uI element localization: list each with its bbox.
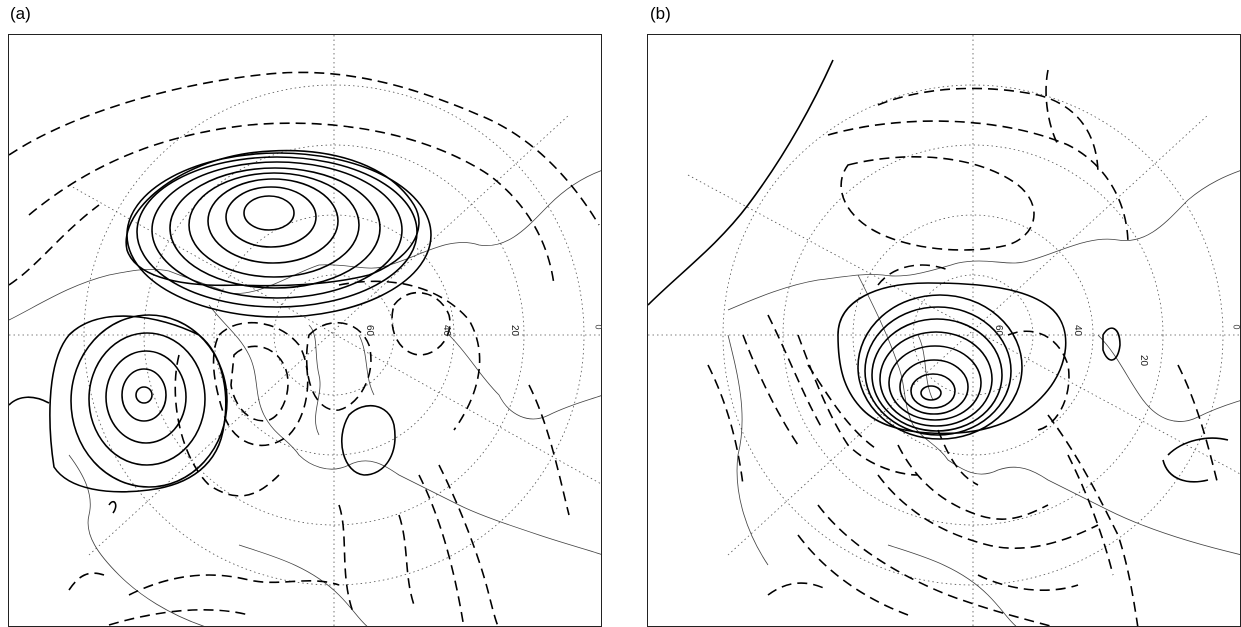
panel-b-negative-contours: [707, 69, 1219, 626]
panel-b-positive-contours: [648, 59, 1229, 483]
panel-a-lat-20: 20: [509, 324, 521, 337]
panel-b-map: 60 40 20: [647, 34, 1241, 627]
panel-b-lat-20: 20: [1138, 354, 1150, 367]
panel-a-label: (a): [10, 4, 31, 23]
panel-a-lat-40: 40: [441, 324, 453, 337]
panel-a-positive-contours: [9, 149, 432, 514]
panel-a-negative-contours: [9, 71, 600, 626]
panel-b-graticule: [648, 35, 1240, 626]
panel-a-map: 60 40 20: [8, 34, 602, 627]
panel-a-svg: [9, 35, 601, 626]
panel-b-label: (b): [650, 4, 671, 23]
panel-a-lat-60: 60: [364, 324, 376, 337]
panel-b-lat-60: 60: [993, 324, 1005, 337]
panel-a-graticule: [9, 35, 601, 626]
panel-b-lat-40: 40: [1072, 324, 1084, 337]
panel-b-edge-0: 0: [1231, 324, 1241, 330]
panel-b-svg: [648, 35, 1240, 626]
panel-b-coastlines: [727, 170, 1240, 626]
panel-a-edge-0: 0: [593, 324, 604, 330]
